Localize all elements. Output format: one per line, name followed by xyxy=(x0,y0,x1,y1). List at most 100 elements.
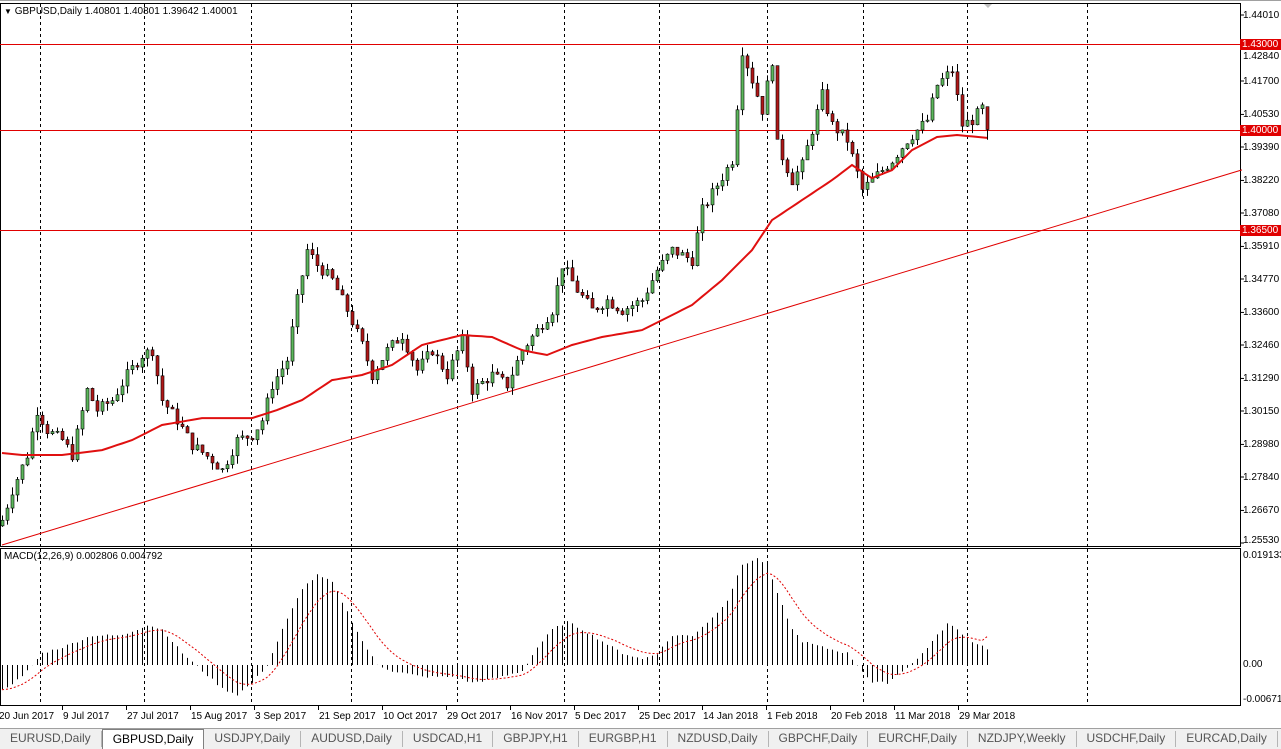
bull-candle xyxy=(305,249,310,277)
price-axis-label: 1.31290 xyxy=(1243,372,1280,384)
bull-candle xyxy=(270,389,275,399)
bull-candle xyxy=(625,308,630,315)
time-axis-label: 27 Jul 2017 xyxy=(127,711,179,722)
bull-candle xyxy=(280,368,285,378)
chart-tab[interactable]: EURGBP,H1 xyxy=(579,731,668,747)
time-axis-label: 20 Jun 2017 xyxy=(0,711,55,722)
chart-tab[interactable]: GBPJPY,H1 xyxy=(493,731,579,747)
bull-candle xyxy=(645,292,650,301)
time-axis-label: 1 Feb 2018 xyxy=(767,711,818,722)
bull-candle xyxy=(455,350,460,361)
bull-candle xyxy=(720,180,725,187)
bear-candle xyxy=(200,444,205,453)
price-axis-label: 1.41700 xyxy=(1243,75,1280,87)
chart-shift-marker xyxy=(984,4,992,8)
chart-tab[interactable]: EURCHF,Daily xyxy=(868,731,968,747)
bull-candle xyxy=(220,468,225,471)
bear-candle xyxy=(845,129,850,143)
bull-candle xyxy=(910,139,915,145)
bear-candle xyxy=(575,280,580,293)
price-axis-label: 1.32460 xyxy=(1243,339,1280,351)
price-axis-label: 1.44010 xyxy=(1243,9,1280,21)
price-axis-label: 1.40530 xyxy=(1243,108,1280,120)
bull-candle xyxy=(5,507,10,521)
bull-candle xyxy=(565,267,570,270)
bull-candle xyxy=(935,84,940,99)
bull-candle xyxy=(285,360,290,370)
bull-candle xyxy=(145,349,150,359)
bull-candle xyxy=(100,401,105,412)
bull-candle xyxy=(650,280,655,294)
chart-tab[interactable]: GBPCHF,Daily xyxy=(769,731,869,747)
bear-candle xyxy=(155,355,160,377)
bull-candle xyxy=(480,381,485,384)
bear-candle xyxy=(205,452,210,457)
bull-candle xyxy=(765,80,770,115)
bear-candle xyxy=(415,359,420,371)
bear-candle xyxy=(345,294,350,312)
bull-candle xyxy=(680,252,685,256)
bear-candle xyxy=(860,170,865,190)
chart-tab[interactable]: NZDJPY,Weekly xyxy=(968,731,1077,747)
chart-tab[interactable]: AUDUSD,Daily xyxy=(301,731,403,747)
bull-candle xyxy=(260,420,265,431)
time-axis-label: 9 Jul 2017 xyxy=(63,711,110,722)
chart-canvas[interactable] xyxy=(0,0,1281,728)
price-axis-label: 1.30150 xyxy=(1243,405,1280,417)
chart-tab[interactable]: USDCHF,Daily xyxy=(1077,731,1177,747)
bear-candle xyxy=(215,462,220,470)
bull-candle xyxy=(695,232,700,266)
bear-candle xyxy=(395,340,400,344)
chart-tab[interactable]: USDCAD,H1 xyxy=(403,731,494,747)
price-axis-label: 1.28980 xyxy=(1243,438,1280,450)
bear-candle xyxy=(70,444,75,461)
time-axis-label: 15 Aug 2017 xyxy=(191,711,248,722)
moving-average-line xyxy=(1,133,988,456)
bear-candle xyxy=(45,424,50,434)
chart-tab[interactable]: GBPUSD,Daily xyxy=(101,729,205,749)
level-price-label: 1.40000 xyxy=(1240,124,1281,136)
bull-candle xyxy=(555,285,560,316)
price-pane xyxy=(0,3,1241,547)
macd-signal-line xyxy=(1,572,988,691)
bear-candle xyxy=(590,298,595,309)
bull-candle xyxy=(325,269,330,276)
bull-candle xyxy=(420,358,425,371)
chart-tab[interactable]: NZDUSD,Daily xyxy=(668,731,769,747)
bull-candle xyxy=(115,394,120,402)
bull-candle xyxy=(120,385,125,396)
macd-title: MACD(12,26,9) 0.002806 0.004792 xyxy=(4,551,163,562)
price-axis-label: 1.35910 xyxy=(1243,240,1280,252)
bear-candle xyxy=(855,153,860,172)
symbol-ohlc: GBPUSD,Daily 1.40801 1.40801 1.39642 1.4… xyxy=(14,6,238,17)
bull-candle xyxy=(710,188,715,206)
triangle-down-icon[interactable]: ▼ xyxy=(4,7,12,16)
bear-candle xyxy=(955,71,960,95)
bull-candle xyxy=(635,300,640,306)
bull-candle xyxy=(10,494,15,509)
chart-tab[interactable]: USDJPY,Daily xyxy=(204,731,302,747)
bear-candle xyxy=(620,310,625,315)
bull-candle xyxy=(885,168,890,171)
macd-axis-label: 0.019133 xyxy=(1243,550,1281,561)
time-axis-label: 5 Dec 2017 xyxy=(575,711,627,722)
chart-tab[interactable]: EURUSD,Daily xyxy=(0,731,102,747)
bull-candle xyxy=(545,322,550,330)
bear-candle xyxy=(760,96,765,115)
bull-candle xyxy=(85,388,90,411)
bear-candle xyxy=(780,139,785,161)
bull-candle xyxy=(560,268,565,286)
bull-candle xyxy=(475,383,480,395)
bull-candle xyxy=(535,328,540,337)
bull-candle xyxy=(130,365,135,370)
bull-candle xyxy=(425,351,430,360)
bear-candle xyxy=(410,351,415,361)
bear-candle xyxy=(970,119,975,126)
time-axis-label: 21 Sep 2017 xyxy=(319,711,376,722)
bear-candle xyxy=(610,299,615,309)
bear-candle xyxy=(505,376,510,389)
bull-candle xyxy=(275,376,280,390)
bear-candle xyxy=(190,432,195,451)
level-price-label: 1.36500 xyxy=(1240,224,1281,236)
chart-tab[interactable]: EURCAD,Daily xyxy=(1176,731,1278,747)
